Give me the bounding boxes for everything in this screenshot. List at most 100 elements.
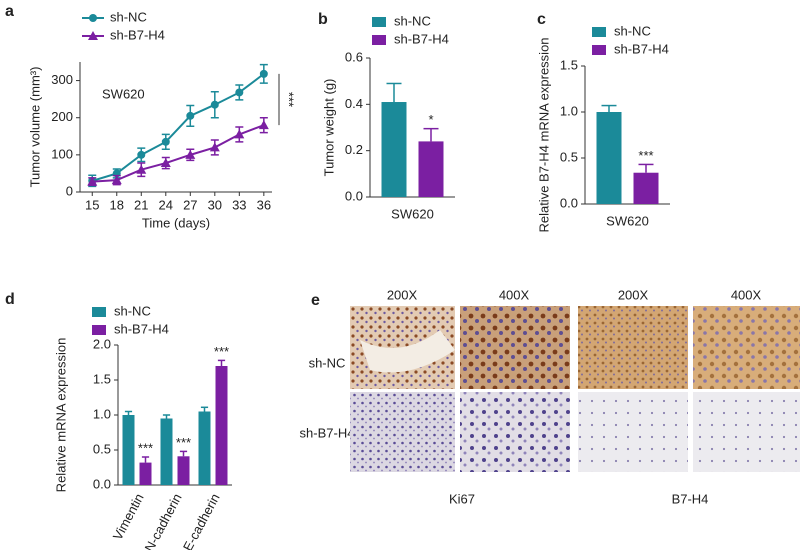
panel-letter: c (537, 11, 546, 28)
bar (139, 462, 152, 485)
y-tick-label: 0.5 (560, 149, 578, 164)
legend-swatch (592, 45, 606, 55)
point (111, 175, 122, 185)
y-tick-label: 1.5 (560, 57, 578, 72)
micrograph (350, 392, 455, 472)
micrograph (693, 392, 800, 472)
row-label: sh-NC (309, 355, 346, 370)
point (210, 100, 219, 109)
y-tick-label: 0 (66, 183, 73, 198)
series-line (91, 73, 265, 182)
x-tick-label: Vimentin (110, 491, 147, 542)
y-tick-label: 0.0 (560, 195, 578, 210)
group-label: B7-H4 (672, 491, 709, 506)
y-tick-label: 0.2 (345, 142, 363, 157)
micrograph (578, 306, 688, 389)
panel-letter: a (5, 3, 14, 20)
y-tick-label: 0.0 (93, 476, 111, 491)
y-tick-label: 0.4 (345, 96, 363, 111)
bar (215, 366, 228, 485)
point (160, 158, 171, 168)
y-axis-label: Tumor volume (mm³) (27, 67, 42, 188)
bar (198, 411, 211, 485)
x-tick-label: 36 (257, 197, 271, 212)
y-tick-label: 0.6 (345, 49, 363, 64)
point (185, 149, 196, 159)
y-tick-label: 0.5 (93, 441, 111, 456)
y-tick-label: 300 (51, 72, 73, 87)
bar (177, 456, 190, 485)
panel-letter: b (318, 11, 328, 28)
significance-label: *** (138, 440, 153, 455)
annotation: SW620 (102, 86, 145, 101)
legend-swatch (92, 325, 106, 335)
legend-swatch (372, 35, 386, 45)
x-tick-label: 18 (110, 197, 124, 212)
column-header: 200X (618, 287, 649, 302)
legend-label: sh-B7-H4 (114, 321, 169, 336)
micrograph (693, 306, 800, 389)
legend-label: sh-NC (614, 23, 651, 38)
point (136, 164, 147, 174)
point (87, 176, 98, 186)
y-tick-label: 1.0 (93, 406, 111, 421)
point (209, 142, 220, 152)
series-line (92, 124, 265, 183)
y-tick-label: 2.0 (93, 336, 111, 351)
x-tick-label: E-cadherin (180, 491, 223, 550)
legend-label: sh-NC (394, 13, 431, 28)
x-tick-label: 24 (159, 197, 173, 212)
y-tick-label: 200 (51, 109, 73, 124)
x-tick-label: 27 (183, 197, 197, 212)
y-axis-label: Relative mRNA expression (53, 338, 68, 493)
column-header: 200X (387, 287, 418, 302)
x-tick-label: SW620 (391, 206, 434, 221)
point (235, 88, 244, 97)
y-tick-label: 0.0 (345, 188, 363, 203)
y-axis-label: Tumor weight (g) (321, 79, 336, 177)
point (234, 129, 245, 139)
row-label: sh-B7-H4 (300, 425, 355, 440)
y-tick-label: 100 (51, 146, 73, 161)
column-header: 400X (731, 287, 762, 302)
bar (381, 102, 407, 197)
legend-label: sh-B7-H4 (614, 41, 669, 56)
bar (160, 418, 173, 485)
y-tick-label: 1.5 (93, 371, 111, 386)
x-tick-label: N-cadherin (142, 491, 185, 550)
bar (122, 415, 135, 485)
micrograph (460, 306, 570, 389)
group-label: Ki67 (449, 491, 475, 506)
legend-swatch (592, 27, 606, 37)
bar (418, 141, 444, 197)
x-tick-label: 15 (85, 197, 99, 212)
legend-swatch (372, 17, 386, 27)
legend-marker (89, 14, 97, 22)
bar (596, 112, 622, 204)
legend-swatch (92, 307, 106, 317)
legend-marker (88, 31, 98, 40)
column-header: 400X (499, 287, 530, 302)
legend-label: sh-B7-H4 (394, 31, 449, 46)
x-tick-label: 30 (208, 197, 222, 212)
panel-letter: e (311, 292, 320, 309)
y-axis-label: Relative B7-H4 mRNA expression (536, 37, 551, 232)
point (186, 111, 195, 120)
panel-letter: d (5, 291, 15, 308)
point (259, 69, 268, 78)
point (137, 150, 146, 159)
micrograph (460, 392, 570, 472)
annotation: *** (282, 92, 297, 107)
x-tick-label: 33 (232, 197, 246, 212)
point (258, 120, 269, 130)
micrograph (578, 392, 688, 472)
significance-label: *** (638, 148, 653, 163)
tissue-gap (360, 330, 455, 373)
image-panel: e 200X 400X 200X 400X sh-NC sh-B7-H4 Ki6… (300, 287, 800, 506)
x-axis-label: Time (days) (142, 215, 210, 230)
legend-label: sh-NC (110, 9, 147, 24)
significance-label: * (428, 112, 433, 127)
bar (633, 172, 659, 204)
significance-label: *** (176, 435, 191, 450)
